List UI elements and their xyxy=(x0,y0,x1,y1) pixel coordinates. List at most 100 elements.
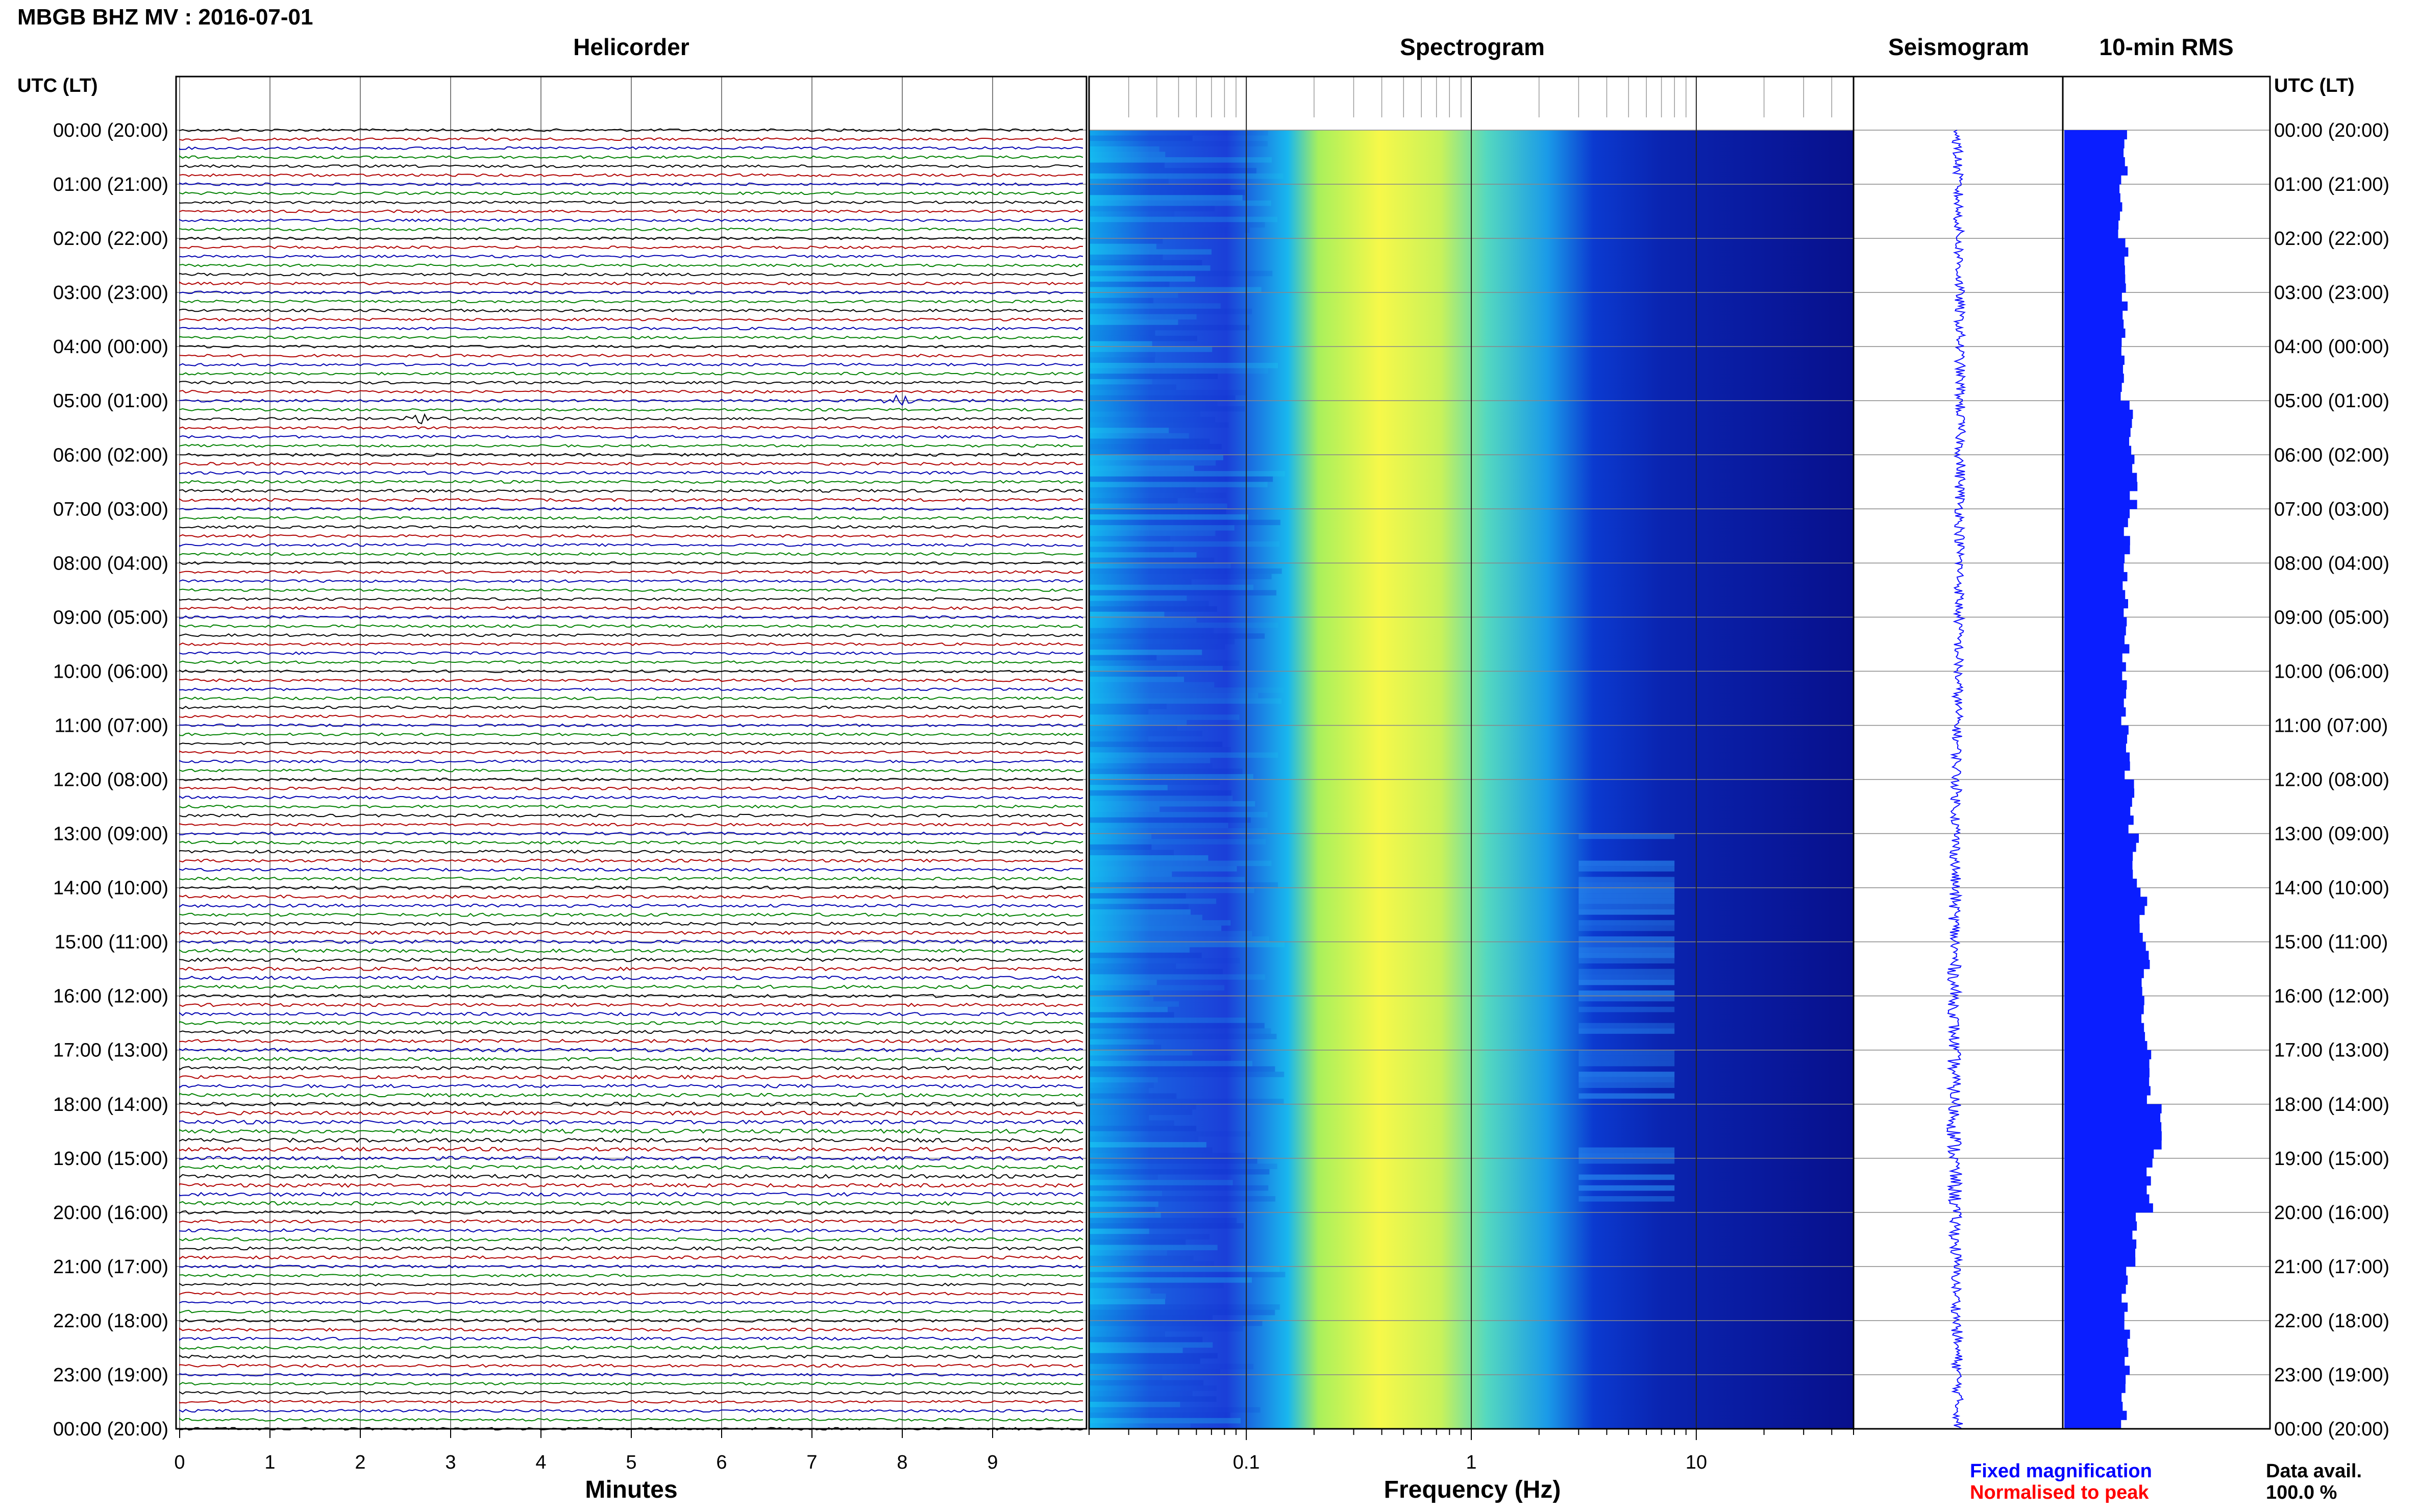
spectrogram-row-shade xyxy=(1089,1380,1204,1386)
spectrogram-row-shade xyxy=(1089,146,1159,152)
helicorder-trace xyxy=(179,1292,1083,1296)
rms-bar xyxy=(2064,1420,2121,1429)
spectrogram-row-shade xyxy=(1089,1163,1277,1169)
rms-bar xyxy=(2064,1014,2142,1024)
helicorder-trace xyxy=(179,1409,1083,1413)
spectrogram-row-shade xyxy=(1089,1055,1231,1061)
rms-bar xyxy=(2064,978,2142,987)
helicorder-trace xyxy=(179,939,1083,945)
spectrogram-row-shade xyxy=(1089,1033,1277,1039)
rms-bar xyxy=(2064,1158,2153,1168)
spectrogram-row-shade xyxy=(1089,1288,1151,1294)
spectrogram-row-shade xyxy=(1578,1060,1675,1067)
hour-label-right: 14:00 (10:00) xyxy=(2274,878,2389,899)
rms-title: 10-min RMS xyxy=(2099,34,2233,60)
rms-bar xyxy=(2064,283,2126,293)
spectrogram-row-shade xyxy=(1089,1228,1149,1234)
spectrogram-row-shade xyxy=(1089,633,1265,639)
spectrogram-row-shade xyxy=(1578,1196,1675,1202)
spectrogram-row-shade xyxy=(1089,1001,1179,1007)
rms-bar xyxy=(2064,914,2140,924)
spectrogram-row-shade xyxy=(1089,135,1193,141)
frequency-tick-label: 1 xyxy=(1466,1452,1476,1473)
rms-bar xyxy=(2064,1374,2126,1384)
rms-bar xyxy=(2064,842,2136,852)
hour-label-left: 01:00 (21:00) xyxy=(53,174,168,195)
hour-label-left: 00:00 (20:00) xyxy=(53,1419,168,1440)
spectrogram-row-shade xyxy=(1089,1293,1166,1299)
spectrogram-row-shade xyxy=(1089,1272,1286,1278)
helicorder-trace xyxy=(179,191,1083,195)
rms-bar xyxy=(2064,608,2124,617)
spectrogram-row-shade xyxy=(1089,817,1251,823)
spectrogram-row-shade xyxy=(1089,1369,1220,1375)
helicorder-trace xyxy=(179,1011,1083,1017)
helicorder-trace xyxy=(179,543,1083,547)
helicorder-trace xyxy=(179,462,1083,466)
spectrogram-row-shade xyxy=(1089,682,1215,688)
spectrogram-row-shade xyxy=(1578,893,1675,899)
helicorder-trace xyxy=(179,480,1083,484)
rms-bar xyxy=(2064,725,2129,735)
spectrogram-row-shade xyxy=(1089,1261,1214,1267)
spectrogram-row-shade xyxy=(1089,985,1225,991)
helicorder-trace xyxy=(179,1147,1083,1152)
rms-bar xyxy=(2064,292,2122,302)
spectrogram-row-shade xyxy=(1089,1266,1280,1272)
spectrogram-row-shade xyxy=(1089,1326,1243,1332)
hour-label-left: 03:00 (23:00) xyxy=(53,282,168,304)
rms-bar xyxy=(2064,870,2133,879)
spectrogram-row-shade xyxy=(1089,1277,1252,1283)
helicorder-trace xyxy=(179,408,1083,412)
rms-bar xyxy=(2064,824,2129,834)
spectrogram-row-shade xyxy=(1578,887,1675,894)
helicorder-trace xyxy=(179,858,1083,863)
spectrogram-row-shade xyxy=(1089,298,1154,304)
helicorder-trace xyxy=(179,1228,1083,1233)
spectrogram-row-shade xyxy=(1089,741,1223,747)
rms-bar xyxy=(2064,563,2124,573)
rms-bar xyxy=(2064,887,2141,897)
rms-bar xyxy=(2064,391,2121,401)
helicorder-trace xyxy=(179,236,1083,240)
spectrogram-row-shade xyxy=(1578,958,1675,964)
spectrogram-row-shade xyxy=(1578,1147,1675,1153)
minute-tick-label: 9 xyxy=(987,1452,998,1473)
spectrogram-row-shade xyxy=(1089,790,1232,796)
frequency-tick-label: 0.1 xyxy=(1233,1452,1260,1473)
spectrogram-row-shade xyxy=(1089,1331,1165,1337)
spectrogram-row-shade xyxy=(1089,644,1225,650)
helicorder-trace xyxy=(179,903,1083,908)
helicorder-trace xyxy=(179,633,1083,637)
spectrogram-row-shade xyxy=(1089,655,1157,661)
spectrogram-row-shade xyxy=(1089,1104,1196,1110)
helicorder-trace xyxy=(179,561,1083,565)
helicorder-trace xyxy=(179,1021,1083,1025)
helicorder-trace xyxy=(179,615,1083,619)
spectrogram-row-shade xyxy=(1089,806,1160,812)
spectrogram-row-shade xyxy=(1089,1239,1186,1245)
rms-bar xyxy=(2064,1339,2128,1348)
helicorder-trace xyxy=(179,1075,1083,1080)
spectrogram-row-shade xyxy=(1089,882,1278,888)
spectrogram-row-shade xyxy=(1578,1023,1675,1029)
spectrogram-row-shade xyxy=(1089,270,1273,277)
rms-bar xyxy=(2064,797,2132,807)
helicorder-trace xyxy=(179,1417,1083,1422)
spectrogram-row-shade xyxy=(1089,184,1230,190)
rms-bar xyxy=(2064,752,2130,762)
spectrogram-row-shade xyxy=(1089,335,1197,341)
spectrogram-row-shade xyxy=(1578,882,1675,888)
spectrogram-row-shade xyxy=(1089,1180,1233,1185)
rms-bar xyxy=(2064,924,2140,933)
spectrogram-row-shade xyxy=(1089,1212,1161,1218)
hour-label-left: 17:00 (13:00) xyxy=(53,1040,168,1061)
spectrogram-row-shade xyxy=(1089,785,1168,790)
spectrogram-row-shade xyxy=(1089,1169,1270,1175)
spectrogram-row-shade xyxy=(1089,1147,1213,1153)
frequency-tick-label: 10 xyxy=(1686,1452,1707,1473)
helicorder-trace xyxy=(179,272,1083,277)
rms-bar xyxy=(2064,1077,2150,1086)
rms-bar xyxy=(2064,1032,2145,1042)
spectrogram-row-shade xyxy=(1089,422,1229,428)
